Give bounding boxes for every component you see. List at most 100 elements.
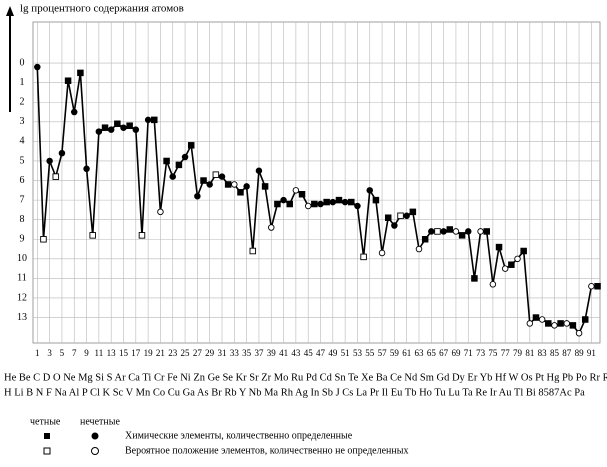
marker-odd — [231, 181, 238, 188]
marker-odd — [317, 200, 324, 208]
marker-odd — [95, 128, 103, 135]
marker-odd — [181, 153, 189, 161]
marker-odd — [83, 165, 90, 173]
marker-even — [569, 322, 577, 329]
marker-even — [114, 120, 121, 128]
marker-odd — [514, 255, 521, 263]
marker-even — [348, 198, 355, 206]
marker-odd — [538, 316, 546, 323]
marker-odd — [70, 108, 78, 116]
marker-even — [483, 228, 490, 235]
marker-even — [89, 232, 96, 239]
legend-label: четные — [30, 416, 61, 427]
marker-odd — [132, 126, 140, 133]
x-tick-label: 29 — [205, 348, 215, 358]
legend-marker — [91, 432, 99, 440]
marker-even — [384, 214, 392, 221]
y-axis-label: lg процентного содержания атомов — [20, 3, 184, 15]
x-tick-label: 25 — [181, 348, 191, 358]
marker-even — [458, 232, 466, 239]
marker-even — [261, 183, 269, 190]
marker-odd — [428, 228, 435, 235]
marker-odd — [551, 322, 558, 329]
x-tick-label: 75 — [488, 348, 498, 358]
x-tick-label: 73 — [476, 348, 486, 358]
marker-odd — [465, 228, 472, 235]
marker-even — [224, 181, 232, 188]
x-tick-label: 51 — [341, 348, 350, 358]
x-tick-label: 85 — [550, 348, 560, 358]
marker-odd — [58, 149, 66, 157]
y-tick-label: 11 — [17, 273, 27, 284]
marker-odd — [477, 228, 484, 235]
x-tick-label: 91 — [587, 348, 596, 358]
marker-even — [274, 200, 281, 208]
x-tick-label: 79 — [513, 348, 523, 358]
x-tick-label: 43 — [291, 348, 301, 358]
marker-even — [151, 116, 158, 124]
marker-odd — [452, 228, 460, 235]
x-tick-label: 9 — [84, 348, 89, 358]
x-tick-label: 89 — [575, 348, 585, 358]
marker-odd — [46, 157, 53, 165]
marker-even — [594, 282, 601, 290]
marker-even — [286, 200, 293, 208]
x-tick-label: 23 — [168, 348, 178, 358]
y-tick-label: 4 — [20, 136, 25, 147]
marker-odd — [563, 320, 571, 327]
marker-even — [335, 196, 343, 204]
marker-even — [311, 200, 318, 208]
marker-odd — [107, 126, 115, 133]
plot-area — [32, 21, 601, 344]
x-tick-label: 27 — [193, 348, 203, 358]
marker-odd — [292, 187, 300, 194]
marker-even — [372, 196, 380, 204]
marker-even — [323, 198, 330, 206]
marker-odd — [378, 249, 386, 257]
marker-even — [298, 190, 306, 198]
marker-odd — [194, 192, 201, 200]
x-tick-label: 11 — [95, 348, 104, 358]
marker-odd — [501, 265, 509, 272]
marker-even — [175, 161, 183, 169]
marker-even — [360, 253, 367, 261]
legend-label: Химические элементы, количественно опред… — [125, 430, 353, 441]
y-tick-label: 7 — [20, 194, 25, 205]
x-tick-label: 45 — [304, 348, 314, 358]
marker-odd — [440, 228, 447, 235]
y-tick-label: 13 — [17, 312, 27, 323]
x-tick-label: 69 — [451, 348, 461, 358]
marker-odd — [169, 173, 176, 180]
marker-odd — [526, 320, 534, 327]
y-tick-label: 10 — [17, 253, 27, 264]
marker-even — [545, 320, 552, 327]
marker-odd — [391, 222, 398, 229]
x-tick-label: 47 — [316, 348, 326, 358]
x-tick-label: 59 — [390, 348, 400, 358]
y-tick-label: 6 — [20, 175, 25, 186]
x-tick-label: 87 — [562, 348, 572, 358]
marker-odd — [157, 208, 164, 216]
x-tick-label: 17 — [131, 348, 141, 358]
marker-even — [520, 247, 527, 255]
x-tick-label: 57 — [378, 348, 388, 358]
marker-odd — [415, 245, 423, 253]
legend-marker — [91, 447, 99, 455]
y-tick-label: 9 — [20, 234, 25, 245]
marker-even — [421, 236, 429, 243]
marker-odd — [304, 202, 312, 210]
marker-even — [581, 316, 589, 323]
marker-odd — [329, 198, 337, 206]
marker-odd — [243, 183, 250, 190]
element-row: H Li B N F Na Al P Cl K Sc V Mn Co Cu Ga… — [4, 387, 585, 398]
marker-odd — [280, 196, 287, 204]
x-tick-label: 1 — [35, 348, 40, 358]
marker-even — [471, 275, 478, 282]
y-tick-label: 5 — [20, 155, 25, 166]
marker-odd — [206, 181, 213, 188]
legend-marker — [44, 433, 50, 439]
marker-even — [64, 77, 72, 84]
x-tick-label: 7 — [72, 348, 77, 358]
y-tick-label: 2 — [20, 97, 25, 108]
marker-odd — [575, 329, 583, 337]
